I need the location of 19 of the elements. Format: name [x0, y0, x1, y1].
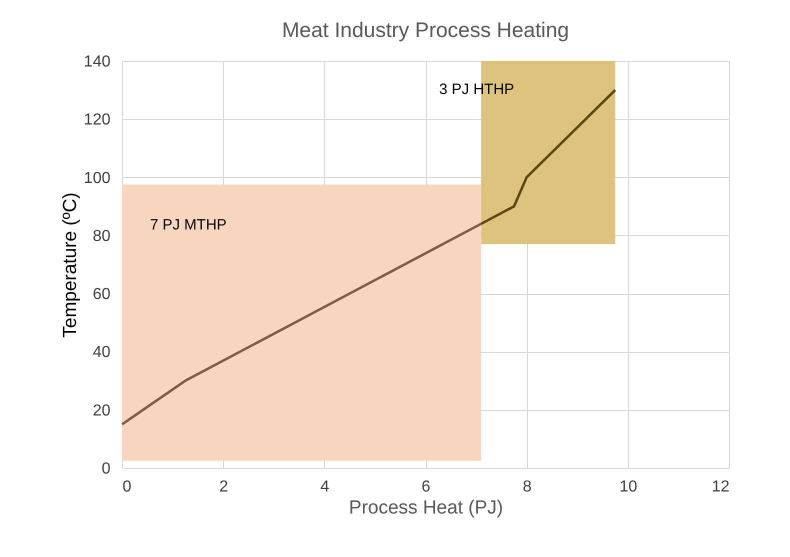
- x-tick-label: 4: [320, 478, 330, 496]
- y-axis-title: Temperature (ºC): [60, 192, 81, 338]
- x-tick-label: 2: [219, 478, 228, 496]
- x-tick-label: 10: [619, 478, 638, 496]
- x-axis-title: Process Heat (PJ): [348, 498, 504, 518]
- y-tick-label: 100: [84, 170, 111, 187]
- y-tick-label: 60: [92, 286, 111, 304]
- y-tick-label: 140: [84, 54, 111, 70]
- y-tick-label: 40: [92, 344, 111, 362]
- band-label: 7 PJ MTHP: [150, 216, 227, 234]
- y-tick-label: 0: [102, 460, 111, 478]
- y-tick-label: 20: [92, 402, 111, 420]
- x-tick-label: 0: [122, 478, 132, 496]
- x-tick-label: 12: [712, 478, 730, 496]
- y-tick-label: 120: [84, 112, 111, 129]
- x-tick-label: 6: [422, 478, 431, 496]
- y-tick-label: 80: [92, 228, 111, 245]
- chart-title: Meat Industry Process Heating: [282, 19, 570, 42]
- x-tick-label: 8: [522, 478, 532, 496]
